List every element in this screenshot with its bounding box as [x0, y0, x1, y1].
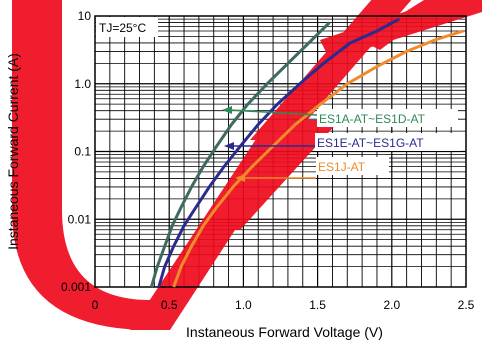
plot-border	[94, 15, 467, 288]
series-label-1: ES1E-AT~ES1G-AT	[317, 136, 424, 150]
series-label-bg-1	[315, 133, 461, 151]
series-labels: ES1A-AT~ES1D-AT ES1E-AT~ES1G-AT ES1J-AT	[222, 106, 461, 182]
series-arrow-line-0	[229, 109, 318, 116]
watermark-letter-u	[12, 0, 150, 330]
series-label-2: ES1J-AT	[318, 160, 366, 174]
x-tick-label: 1.0	[235, 298, 252, 312]
series-line-0	[149, 21, 331, 288]
condition-label: TJ=25°C	[99, 21, 146, 35]
x-tick-label: 2.0	[383, 298, 400, 312]
x-axis-label: Instaneous Forward Voltage (V)	[186, 324, 383, 340]
y-tick-label: 0.1	[74, 145, 91, 159]
y-axis-ticks: 0.001 0.01 0.1 1.0 10	[61, 9, 91, 294]
series-arrow-head-0	[222, 106, 232, 114]
x-tick-label: 1.5	[309, 298, 326, 312]
series-label-bg-0	[317, 109, 458, 127]
series-arrow-head-2	[235, 174, 245, 182]
y-tick-label: 10	[78, 9, 92, 23]
y-tick-label: 0.001	[61, 280, 91, 294]
watermark-stroke	[200, 120, 340, 230]
x-tick-label: 0.5	[161, 298, 178, 312]
series-arrow-head-1	[224, 142, 234, 150]
y-axis-label: Instaneous Forward Current (A)	[5, 53, 21, 250]
x-tick-label: 0	[92, 298, 99, 312]
x-axis-ticks: 0 0.5 1.0 1.5 2.0 2.5	[92, 298, 475, 312]
watermark-stroke	[360, 0, 447, 50]
series-label-bg-2	[316, 157, 389, 175]
condition-label-bg	[96, 17, 158, 37]
series-label-0: ES1A-AT~ES1D-AT	[319, 112, 426, 126]
x-tick-label: 2.5	[458, 298, 475, 312]
y-tick-label: 0.01	[68, 212, 92, 226]
y-tick-label: 1.0	[74, 77, 91, 91]
